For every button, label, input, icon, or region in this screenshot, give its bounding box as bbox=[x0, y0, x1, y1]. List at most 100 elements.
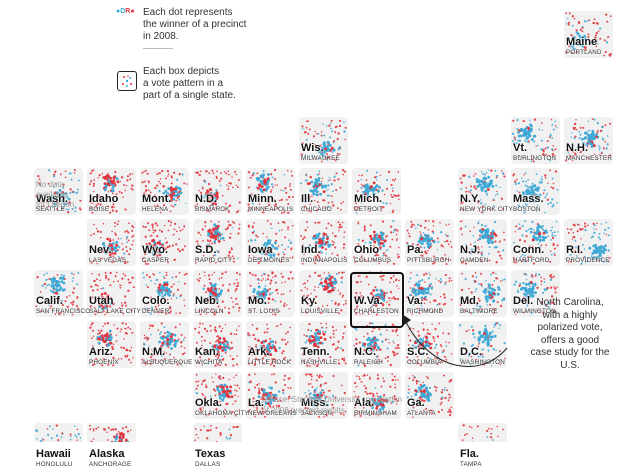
precinct-dot bbox=[173, 333, 177, 337]
precinct-dot bbox=[420, 237, 424, 241]
precinct-dot bbox=[151, 325, 154, 328]
precinct-dot bbox=[197, 231, 200, 234]
precinct-dot bbox=[289, 326, 292, 329]
precinct-dot bbox=[471, 275, 475, 278]
precinct-dot bbox=[394, 383, 396, 385]
precinct-dot bbox=[303, 207, 305, 209]
precinct-dot bbox=[148, 242, 152, 246]
precinct-dot bbox=[317, 274, 320, 277]
precinct-dot bbox=[131, 243, 134, 246]
precinct-dot bbox=[142, 276, 145, 279]
precinct-dot bbox=[529, 290, 533, 294]
precinct-dot bbox=[540, 139, 543, 142]
precinct-dot bbox=[231, 227, 234, 229]
precinct-dot bbox=[512, 140, 515, 143]
precinct-dot bbox=[339, 223, 341, 226]
precinct-dot bbox=[185, 202, 187, 205]
precinct-dot bbox=[156, 204, 159, 206]
precinct-dot bbox=[363, 373, 366, 376]
precinct-dot bbox=[397, 352, 399, 355]
precinct-dot bbox=[480, 189, 484, 192]
precinct-dot bbox=[161, 169, 164, 173]
precinct-dot bbox=[529, 119, 531, 122]
precinct-dot bbox=[234, 389, 236, 391]
precinct-dot bbox=[103, 322, 106, 325]
precinct-dot bbox=[303, 131, 306, 134]
precinct-dot bbox=[128, 253, 131, 256]
precinct-dot bbox=[358, 378, 361, 380]
precinct-dot bbox=[219, 377, 222, 380]
precinct-dot bbox=[524, 289, 527, 293]
precinct-dot bbox=[305, 179, 308, 182]
precinct-dot bbox=[459, 208, 462, 211]
precinct-dot bbox=[73, 273, 75, 276]
precinct-dot bbox=[164, 277, 166, 280]
precinct-dot bbox=[529, 185, 533, 189]
precinct-dot bbox=[553, 254, 556, 257]
precinct-dot bbox=[565, 12, 568, 15]
precinct-dot bbox=[229, 232, 232, 235]
precinct-dot bbox=[218, 325, 221, 328]
precinct-dot bbox=[438, 280, 440, 282]
precinct-dot bbox=[406, 229, 409, 232]
precinct-dot bbox=[262, 188, 266, 192]
precinct-dot bbox=[302, 128, 304, 130]
precinct-dot bbox=[237, 282, 239, 284]
precinct-dot bbox=[147, 180, 150, 183]
precinct-dot bbox=[469, 189, 472, 192]
precinct-dot bbox=[53, 277, 56, 281]
precinct-dot bbox=[545, 153, 548, 156]
precinct-dot bbox=[39, 196, 43, 199]
precinct-dot bbox=[266, 323, 268, 326]
precinct-dot bbox=[109, 271, 112, 275]
precinct-dot bbox=[228, 223, 231, 226]
precinct-dot bbox=[397, 334, 399, 337]
precinct-dot bbox=[375, 233, 378, 237]
precinct-dot bbox=[518, 238, 522, 242]
precinct-dot bbox=[522, 119, 525, 123]
precinct-dot bbox=[227, 254, 230, 257]
precinct-dot bbox=[382, 206, 385, 209]
precinct-dot bbox=[318, 376, 321, 379]
precinct-dot bbox=[125, 245, 128, 248]
precinct-dot bbox=[364, 190, 367, 194]
precinct-dot bbox=[339, 292, 342, 294]
precinct-dot bbox=[342, 200, 345, 203]
precinct-dot bbox=[554, 287, 557, 290]
precinct-dot bbox=[269, 292, 272, 295]
precinct-dot bbox=[97, 333, 99, 335]
precinct-dot bbox=[58, 195, 62, 199]
precinct-dot bbox=[178, 280, 180, 283]
precinct-dot bbox=[436, 303, 439, 306]
precinct-dot bbox=[573, 127, 576, 131]
precinct-dot bbox=[283, 374, 287, 377]
precinct-dot bbox=[339, 119, 342, 122]
precinct-dot bbox=[323, 272, 325, 274]
precinct-dot bbox=[535, 210, 538, 212]
precinct-dot bbox=[254, 386, 257, 389]
precinct-dot bbox=[374, 386, 377, 389]
precinct-dot bbox=[324, 381, 328, 385]
precinct-dot bbox=[173, 228, 176, 231]
precinct-dot bbox=[220, 330, 223, 333]
precinct-dot bbox=[95, 206, 98, 209]
precinct-dot bbox=[590, 145, 594, 148]
precinct-dot bbox=[79, 200, 82, 202]
precinct-dot bbox=[480, 283, 483, 286]
precinct-dot bbox=[371, 337, 375, 341]
precinct-dot bbox=[477, 222, 480, 225]
precinct-dot bbox=[213, 240, 217, 244]
precinct-dot bbox=[323, 184, 327, 188]
precinct-dot bbox=[435, 278, 437, 280]
precinct-dot bbox=[228, 236, 232, 239]
precinct-dot bbox=[574, 135, 577, 138]
precinct-dot bbox=[223, 339, 227, 343]
precinct-dot bbox=[288, 307, 290, 310]
precinct-dot bbox=[326, 194, 330, 197]
precinct-dot bbox=[158, 180, 160, 183]
precinct-dot bbox=[305, 173, 308, 176]
precinct-dot bbox=[527, 126, 530, 130]
precinct-dot bbox=[357, 222, 360, 225]
precinct-dot bbox=[285, 191, 288, 194]
precinct-dot bbox=[416, 283, 419, 287]
